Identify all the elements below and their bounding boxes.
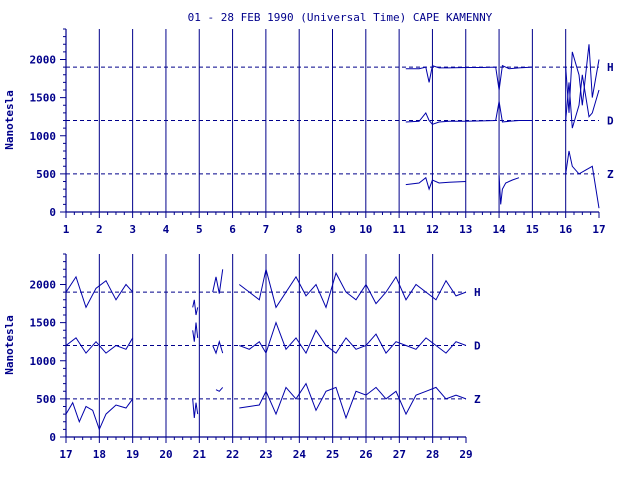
y-tick-label: 2000 <box>30 54 57 67</box>
x-tick-label: 9 <box>329 223 336 236</box>
series-z-trace <box>65 398 134 431</box>
x-tick-label: 3 <box>129 223 136 236</box>
series-h-trace <box>65 275 134 309</box>
x-tick-label: 15 <box>526 223 539 236</box>
x-tick-label: 17 <box>592 223 605 236</box>
x-tick-label: 28 <box>426 448 439 461</box>
reference-label-d: D <box>607 115 614 128</box>
panel-2: H D Z 0 500 1000 1500 2000 17 18 19 20 21 22 23 24 25 26 2… <box>30 253 481 461</box>
x-tick-label: 10 <box>359 223 372 236</box>
series-d-trace <box>192 322 199 342</box>
y-tick-label: 500 <box>36 393 56 406</box>
x-tick-label: 24 <box>293 448 307 461</box>
series-z-trace <box>565 150 600 209</box>
x-tick-label: 1 <box>63 223 70 236</box>
x-tick-label: 23 <box>259 448 272 461</box>
x-tick-label: 4 <box>163 223 170 236</box>
y-axis-label-bottom: Nanotesla <box>3 315 16 375</box>
x-tick-label: 29 <box>459 448 472 461</box>
x-tick-label: 21 <box>193 448 207 461</box>
series-d-trace <box>239 321 467 355</box>
reference-label-h: H <box>474 286 481 299</box>
reference-label-h: H <box>607 61 614 74</box>
x-tick-label: 20 <box>159 448 172 461</box>
x-tick-label: 12 <box>426 223 439 236</box>
y-tick-label: 1000 <box>30 130 57 143</box>
series-d-trace <box>65 337 134 354</box>
x-tick-label: 5 <box>196 223 203 236</box>
series-h-trace <box>405 64 533 91</box>
chart-title: 01 - 28 FEB 1990 (Universal Time) CAPE K… <box>188 11 493 24</box>
x-tick-label: 2 <box>96 223 103 236</box>
series-z-trace <box>405 176 466 191</box>
y-tick-label: 1500 <box>30 317 57 330</box>
reference-label-z: Z <box>474 393 481 406</box>
y-tick-label: 1500 <box>30 92 57 105</box>
y-tick-label: 2000 <box>30 279 57 292</box>
reference-label-z: Z <box>607 168 614 181</box>
x-tick-label: 14 <box>492 223 506 236</box>
x-tick-label: 17 <box>59 448 72 461</box>
series-z-trace <box>239 382 467 420</box>
x-tick-label: 25 <box>326 448 339 461</box>
y-tick-label: 0 <box>49 206 56 219</box>
y-tick-label: 0 <box>49 431 56 444</box>
series-d-trace <box>565 74 600 129</box>
x-tick-label: 22 <box>226 448 239 461</box>
y-axis-label-top: Nanotesla <box>3 90 16 150</box>
series-z-trace <box>498 175 520 205</box>
series-z-trace <box>215 387 224 392</box>
series-d-trace <box>405 101 533 125</box>
x-tick-label: 16 <box>559 223 573 236</box>
x-tick-label: 19 <box>126 448 139 461</box>
reference-label-d: D <box>474 340 481 353</box>
x-tick-label: 11 <box>393 223 407 236</box>
x-tick-label: 26 <box>359 448 373 461</box>
series-h-trace <box>192 299 199 316</box>
series-h-trace <box>212 269 224 294</box>
x-tick-label: 13 <box>459 223 472 236</box>
x-tick-label: 6 <box>229 223 236 236</box>
x-tick-label: 27 <box>393 448 406 461</box>
x-tick-label: 7 <box>263 223 270 236</box>
y-tick-label: 500 <box>36 168 56 181</box>
series-d-trace <box>212 339 224 355</box>
y-tick-label: 1000 <box>30 355 57 368</box>
series-h-trace <box>238 269 467 309</box>
series-z-trace <box>192 398 199 418</box>
x-tick-label: 18 <box>93 448 106 461</box>
x-tick-label: 8 <box>296 223 303 236</box>
